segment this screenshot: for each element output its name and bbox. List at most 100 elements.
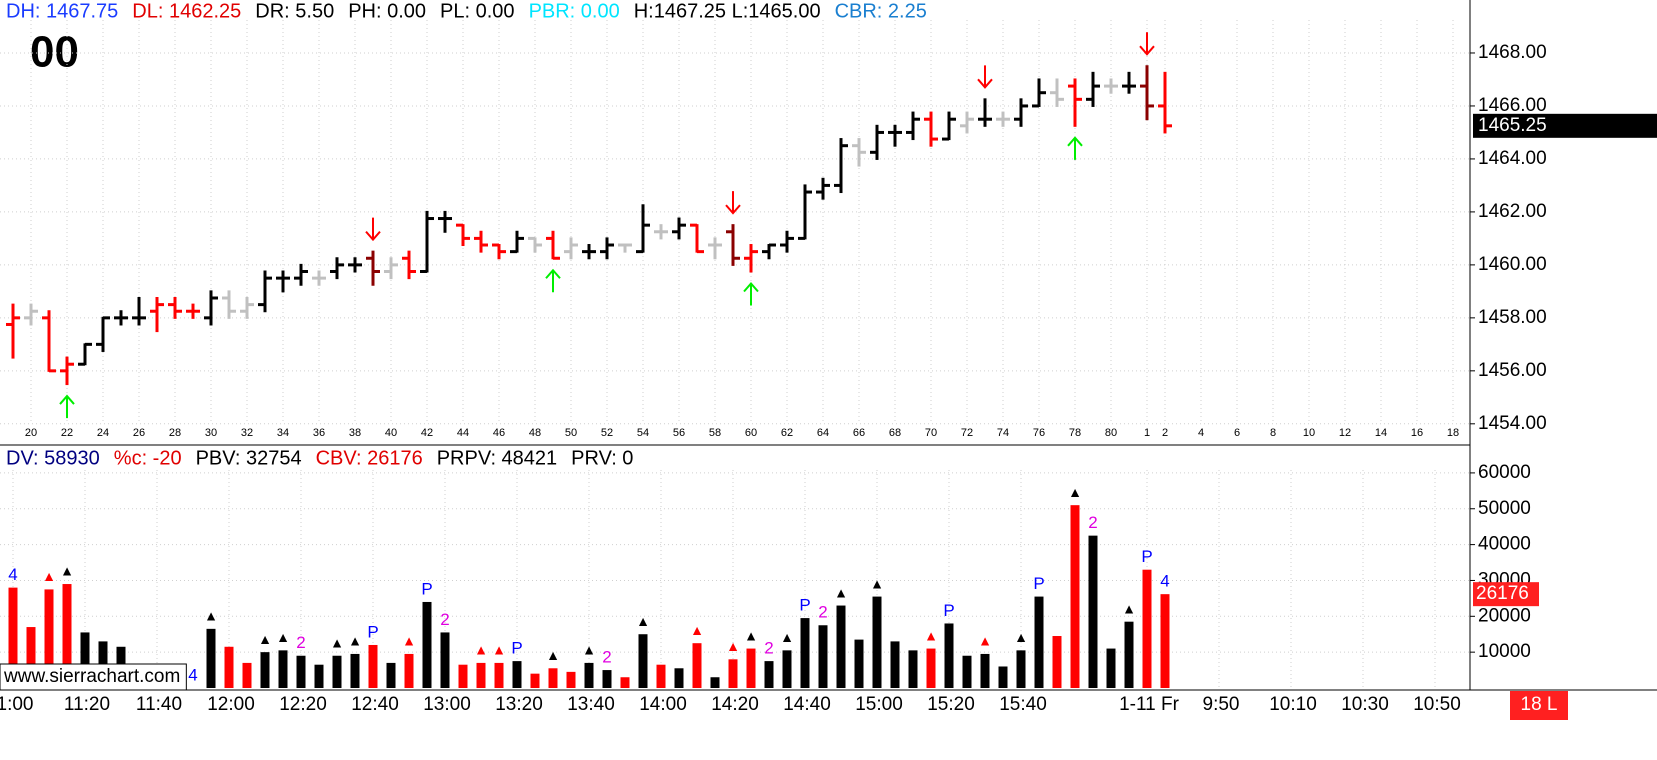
- volume-annotation: 4: [1160, 572, 1169, 591]
- header-stat: PL: 0.00: [440, 0, 515, 22]
- volume-annotation: ▲: [690, 622, 704, 638]
- volume-annotation: ▲: [744, 627, 758, 643]
- last-volume-box: [1473, 582, 1539, 607]
- ohlc-bar: [438, 210, 452, 233]
- x-tick-label: 26: [133, 427, 145, 439]
- volume-bar: [998, 666, 1008, 688]
- volume-bar: [818, 625, 828, 688]
- ohlc-bar: [528, 236, 542, 253]
- volume-bar: [656, 664, 666, 688]
- ohlc-bar: [150, 296, 164, 333]
- volume-annotation: 4: [8, 565, 17, 584]
- x-tick-label: 1-11 Fr: [1119, 694, 1180, 715]
- ohlc-bar: [816, 177, 830, 200]
- header-stat: PBV: 32754: [196, 447, 302, 469]
- volume-annotation: ▲: [726, 638, 740, 654]
- ohlc-bar: [564, 237, 578, 260]
- volume-bar: [962, 655, 972, 688]
- ohlc-bar: [744, 244, 758, 273]
- header-stat: DV: 58930: [6, 447, 100, 469]
- y-tick-label: 50000: [1478, 498, 1531, 519]
- ohlc-bar: [78, 342, 92, 366]
- x-tick-label: 1: [1144, 427, 1150, 439]
- volume-bar: [890, 641, 900, 688]
- x-tick-label: 2: [1162, 427, 1168, 439]
- ohlc-bar: [1158, 71, 1172, 134]
- volume-bar: [386, 662, 396, 688]
- volume-bar: [800, 618, 810, 688]
- x-tick-label: 36: [313, 427, 325, 439]
- ohlc-bar: [132, 296, 146, 326]
- volume-bar: [692, 643, 702, 688]
- volume-bar: [458, 664, 468, 688]
- volume-annotation: ▲: [402, 633, 416, 649]
- volume-annotation: ▲: [474, 642, 488, 658]
- ohlc-bar: [186, 303, 200, 319]
- volume-annotation: ▲: [978, 633, 992, 649]
- x-tick-label: 15:00: [855, 694, 903, 715]
- volume-bar: [62, 584, 72, 688]
- volume-bar: [782, 650, 792, 688]
- x-tick-label: 12:20: [279, 694, 327, 715]
- volume-bar: [584, 662, 594, 688]
- ohlc-bar: [1086, 71, 1100, 107]
- ohlc-bar: [276, 270, 290, 293]
- x-tick-label: 52: [601, 427, 613, 439]
- x-tick-label: 46: [493, 427, 505, 439]
- ohlc-bar: [636, 204, 650, 254]
- volume-bar: [854, 639, 864, 688]
- ohlc-bar: [924, 111, 938, 147]
- status-box: [1510, 691, 1568, 720]
- x-tick-label: 16: [1411, 427, 1423, 439]
- volume-annotation: 2: [1088, 513, 1097, 532]
- ohlc-bar: [870, 124, 884, 160]
- volume-annotation: ▲: [582, 642, 596, 658]
- ohlc-bar: [1014, 98, 1028, 127]
- signal-arrow: [545, 268, 561, 293]
- y-tick-label: 20000: [1478, 605, 1531, 626]
- volume-annotation: ▲: [60, 563, 74, 579]
- volume-bar: [1106, 648, 1116, 688]
- ohlc-bar: [312, 270, 326, 286]
- volume-bar: [242, 662, 252, 688]
- x-tick-label: 28: [169, 427, 181, 439]
- ohlc-bar: [996, 111, 1010, 127]
- x-tick-label: 11:40: [136, 694, 182, 715]
- x-tick-label: 62: [781, 427, 793, 439]
- x-tick-label: 11:20: [64, 694, 110, 715]
- ohlc-bar: [366, 250, 380, 286]
- signal-arrow: [59, 394, 75, 419]
- ohlc-bar: [906, 111, 920, 141]
- y-tick-label: 1464.00: [1478, 148, 1547, 169]
- header-stat: DL: 1462.25: [132, 0, 241, 22]
- x-tick-label: 64: [817, 427, 829, 439]
- last-price-box: [1473, 113, 1657, 138]
- volume-bar: [1142, 569, 1152, 688]
- ohlc-bar: [474, 230, 488, 253]
- x-tick-label: 12:40: [351, 694, 399, 715]
- volume-annotation: P: [1141, 547, 1152, 566]
- ohlc-bar: [834, 138, 848, 194]
- volume-bar: [980, 653, 990, 688]
- volume-bar: [764, 661, 774, 688]
- ohlc-bar: [726, 224, 740, 266]
- x-tick-label: 6: [1234, 427, 1240, 439]
- x-tick-label: 1:00: [0, 694, 33, 715]
- x-tick-label: 44: [457, 427, 469, 439]
- x-tick-label: 68: [889, 427, 901, 439]
- ohlc-bar: [618, 243, 632, 253]
- volume-bar: [314, 664, 324, 688]
- volume-bar: [278, 650, 288, 688]
- ohlc-bar: [654, 224, 668, 240]
- x-tick-label: 74: [997, 427, 1009, 439]
- x-tick-label: 20: [25, 427, 37, 439]
- x-tick-label: 58: [709, 427, 721, 439]
- x-tick-label: 42: [421, 427, 433, 439]
- header-stat: PH: 0.00: [348, 0, 426, 22]
- volume-annotation: ▲: [42, 568, 56, 584]
- ohlc-bar: [708, 237, 722, 260]
- ohlc-bar: [456, 223, 470, 247]
- header-stat: H:1467.25 L:1465.00: [634, 0, 821, 22]
- volume-bar: [1070, 505, 1080, 688]
